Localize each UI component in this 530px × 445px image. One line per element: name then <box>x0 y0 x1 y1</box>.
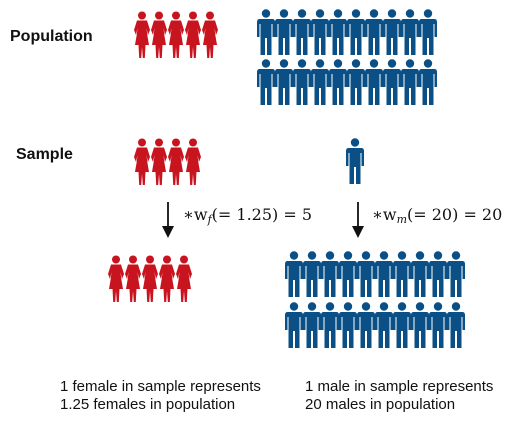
male-weight-prefix: ∗w <box>372 205 397 224</box>
male-weight-subscript: m <box>396 213 408 226</box>
male-figure-icon <box>375 251 393 297</box>
male-figure-icon <box>303 251 321 297</box>
male-figure-icon <box>383 59 401 105</box>
male-figure-icon <box>293 9 311 55</box>
female-figure-icon <box>134 138 150 185</box>
male-figure-icon <box>411 302 429 348</box>
weighted-female-group <box>108 255 192 302</box>
male-figure-icon <box>401 59 419 105</box>
male-figure-icon <box>285 302 303 348</box>
female-figure-icon <box>151 11 167 58</box>
male-figure-icon <box>393 302 411 348</box>
female-figure-icon <box>108 255 124 302</box>
male-figure-icon <box>303 302 321 348</box>
sample-male-group <box>346 138 364 184</box>
sample-label: Sample <box>16 146 73 163</box>
male-figure-icon <box>411 251 429 297</box>
male-figure-icon <box>257 9 275 55</box>
male-figure-icon <box>419 59 437 105</box>
male-caption-line-2: 20 males in population <box>305 396 456 413</box>
male-figure-icon <box>329 9 347 55</box>
male-figure-icon <box>447 251 465 297</box>
male-figure-icon <box>375 302 393 348</box>
sample-female-group <box>134 138 201 185</box>
male-figure-icon <box>339 302 357 348</box>
female-figure-icon <box>185 138 201 185</box>
male-weight-arrow <box>352 202 364 238</box>
male-figure-icon <box>365 59 383 105</box>
male-figure-icon <box>357 302 375 348</box>
male-figure-icon <box>347 9 365 55</box>
male-figure-icon <box>346 138 364 184</box>
population-female-group <box>134 11 218 58</box>
female-weight-subscript: f <box>207 213 212 226</box>
male-figure-icon <box>347 59 365 105</box>
male-figure-icon <box>419 9 437 55</box>
female-figure-icon <box>168 138 184 185</box>
female-weight-formula: ∗wf(= 1.25) = 5 <box>183 205 313 226</box>
female-weight-expr: (= 1.25) = 5 <box>211 205 313 224</box>
female-caption-line-2: 1.25 females in population <box>60 396 236 413</box>
male-figure-icon <box>285 251 303 297</box>
population-label: Population <box>10 28 93 45</box>
male-figure-icon <box>329 59 347 105</box>
male-figure-icon <box>311 9 329 55</box>
male-figure-icon <box>257 59 275 105</box>
male-figure-icon <box>429 302 447 348</box>
male-caption: 1 male in sample represents 20 males in … <box>305 378 493 414</box>
male-figure-icon <box>293 59 311 105</box>
female-caption: 1 female in sample represents 1.25 femal… <box>60 378 261 414</box>
male-figure-icon <box>365 9 383 55</box>
male-figure-icon <box>275 59 293 105</box>
population-male-group <box>257 9 437 105</box>
female-weight-arrow <box>162 202 174 238</box>
female-figure-icon <box>185 11 201 58</box>
male-figure-icon <box>321 251 339 297</box>
male-weight-expr: (= 20) = 20 <box>407 205 503 224</box>
male-figure-icon <box>383 9 401 55</box>
male-figure-icon <box>275 9 293 55</box>
female-caption-line-1: 1 female in sample represents <box>60 378 261 395</box>
male-caption-line-1: 1 male in sample represents <box>305 378 494 395</box>
male-figure-icon <box>357 251 375 297</box>
female-figure-icon <box>168 11 184 58</box>
male-figure-icon <box>311 59 329 105</box>
male-figure-icon <box>447 302 465 348</box>
female-figure-icon <box>202 11 218 58</box>
female-figure-icon <box>176 255 192 302</box>
male-figure-icon <box>393 251 411 297</box>
male-weight-formula: ∗wm(= 20) = 20 <box>372 205 503 226</box>
female-figure-icon <box>125 255 141 302</box>
female-figure-icon <box>134 11 150 58</box>
female-figure-icon <box>159 255 175 302</box>
male-figure-icon <box>429 251 447 297</box>
female-weight-prefix: ∗w <box>183 205 208 224</box>
male-figure-icon <box>401 9 419 55</box>
weighted-male-group <box>285 251 465 348</box>
female-figure-icon <box>142 255 158 302</box>
female-figure-icon <box>151 138 167 185</box>
male-figure-icon <box>321 302 339 348</box>
male-figure-icon <box>339 251 357 297</box>
